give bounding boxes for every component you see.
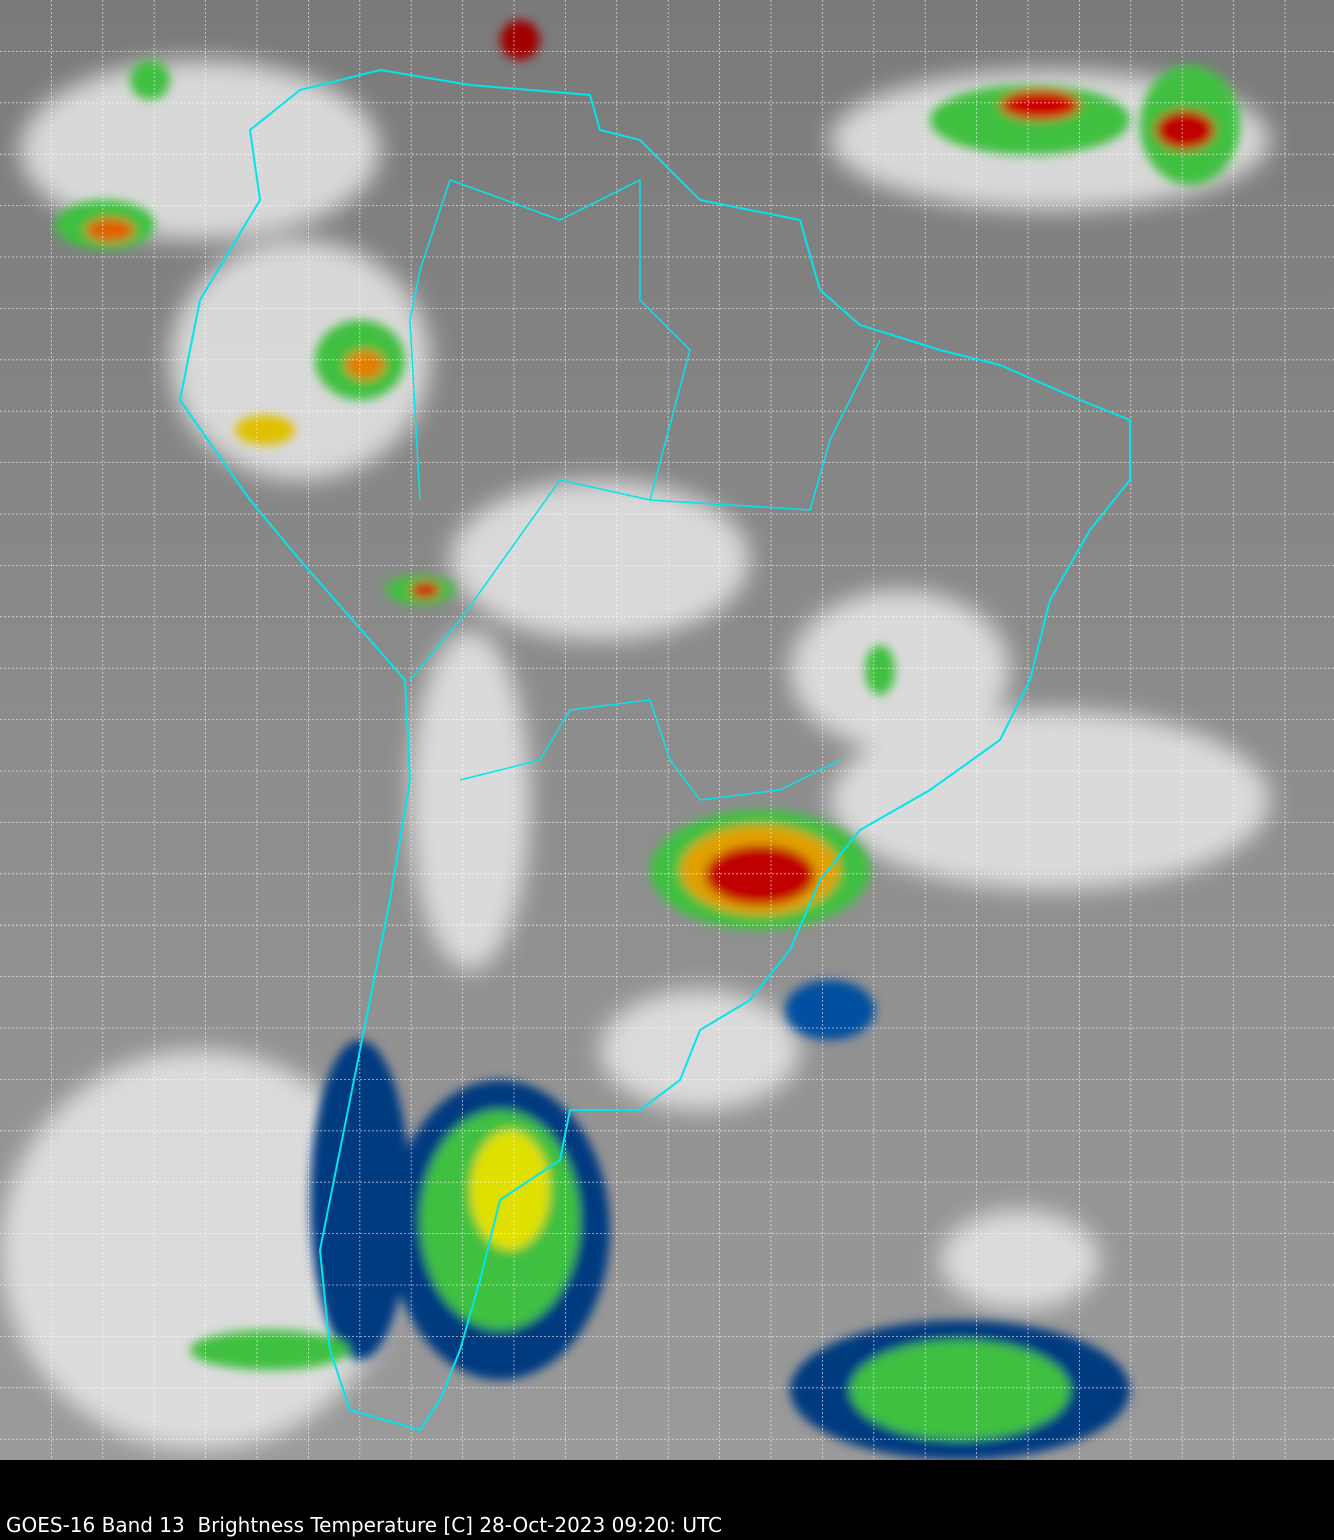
country-borders — [178, 69, 1131, 1432]
lat-lon-grid — [0, 0, 1334, 1460]
convective-cells — [55, 20, 1240, 1460]
satellite-map — [0, 0, 1334, 1460]
internal-borders-3 — [409, 178, 691, 501]
internal-borders-2 — [459, 699, 841, 801]
image-caption: GOES-16 Band 13 Brightness Temperature [… — [6, 1513, 722, 1537]
